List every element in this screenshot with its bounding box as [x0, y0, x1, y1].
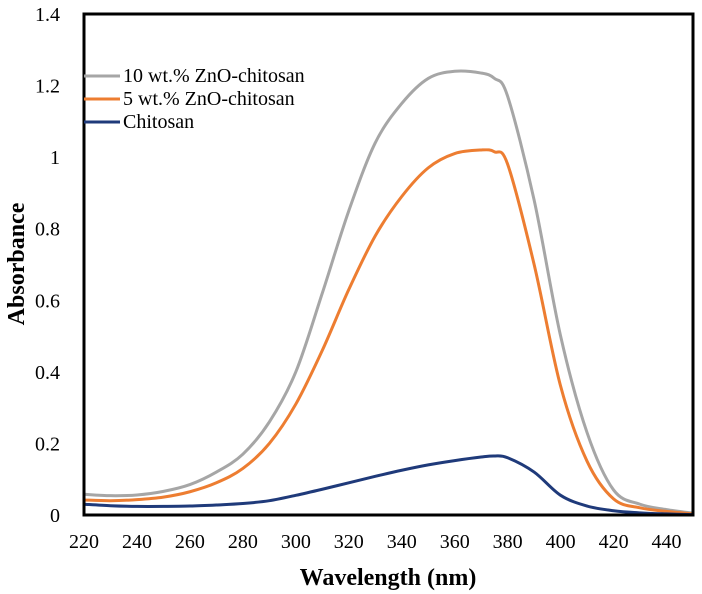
x-tick-label: 280 — [228, 531, 258, 553]
series-line-1 — [82, 148, 695, 516]
y-tick-label: 0.4 — [35, 362, 60, 384]
axes-layer: 220 240 260 280 300 320 340 360 380 400 420 440 0 0.2… — [35, 4, 682, 553]
legend-label-0: 10 wt.% ZnO-chitosan — [123, 65, 305, 87]
x-tick-label: 400 — [546, 531, 576, 553]
series-layer — [82, 69, 695, 517]
legend-label-1: 5 wt.% ZnO-chitosan — [123, 88, 295, 110]
y-tick-label: 1 — [50, 147, 60, 169]
y-tick-label: 0.2 — [35, 433, 60, 455]
legend-label-2: Chitosan — [123, 111, 194, 133]
x-tick-label: 220 — [69, 531, 99, 553]
x-tick-label: 320 — [334, 531, 364, 553]
x-axis-title: Wavelength (nm) — [300, 565, 477, 591]
x-tick-label: 440 — [652, 531, 682, 553]
x-tick-label: 380 — [493, 531, 523, 553]
x-tick-label: 300 — [281, 531, 311, 553]
y-tick-label: 0.6 — [35, 290, 60, 312]
y-axis-title: Absorbance — [4, 202, 30, 325]
x-tick-label: 240 — [122, 531, 152, 553]
series-line-2 — [82, 454, 695, 517]
y-tick-label: 0.8 — [35, 219, 60, 241]
y-tick-label: 1.4 — [35, 4, 60, 26]
x-tick-label: 360 — [440, 531, 470, 553]
y-tick-label: 1.2 — [35, 76, 60, 98]
x-tick-label: 420 — [599, 531, 629, 553]
series-line-0 — [82, 69, 695, 515]
y-tick-label: 0 — [50, 505, 60, 527]
plot-frame — [82, 12, 695, 517]
x-tick-label: 340 — [387, 531, 417, 553]
x-tick-label: 260 — [175, 531, 205, 553]
